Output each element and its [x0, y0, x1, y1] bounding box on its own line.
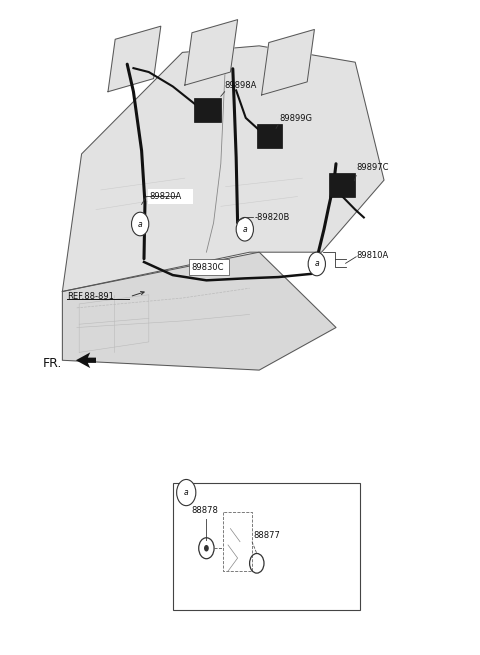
- Text: REF.88-891: REF.88-891: [67, 291, 114, 301]
- Circle shape: [204, 545, 209, 552]
- Polygon shape: [262, 29, 314, 95]
- Text: 88878: 88878: [191, 506, 218, 515]
- Circle shape: [177, 479, 196, 506]
- Text: 89897C: 89897C: [356, 162, 389, 172]
- FancyBboxPatch shape: [257, 124, 282, 148]
- Text: a: a: [138, 219, 143, 229]
- FancyBboxPatch shape: [329, 173, 355, 196]
- Polygon shape: [108, 26, 161, 92]
- Text: a: a: [314, 259, 319, 269]
- FancyBboxPatch shape: [148, 189, 193, 204]
- Text: 89898A: 89898A: [225, 81, 257, 90]
- Polygon shape: [62, 46, 384, 291]
- Circle shape: [132, 212, 149, 236]
- Text: 89820A: 89820A: [150, 192, 182, 201]
- Text: 89810A: 89810A: [356, 251, 388, 260]
- FancyBboxPatch shape: [194, 98, 220, 122]
- Text: 88877: 88877: [253, 531, 280, 540]
- Polygon shape: [62, 252, 336, 370]
- Circle shape: [236, 217, 253, 241]
- Polygon shape: [76, 352, 96, 368]
- Text: -89820B: -89820B: [254, 213, 290, 222]
- Text: a: a: [184, 488, 189, 497]
- FancyBboxPatch shape: [173, 483, 360, 610]
- FancyBboxPatch shape: [189, 259, 229, 275]
- Text: 89899G: 89899G: [279, 114, 312, 123]
- Text: 89830C: 89830C: [191, 263, 224, 272]
- Circle shape: [308, 252, 325, 276]
- Text: FR.: FR.: [43, 357, 62, 370]
- Text: a: a: [242, 225, 247, 234]
- Polygon shape: [185, 20, 238, 85]
